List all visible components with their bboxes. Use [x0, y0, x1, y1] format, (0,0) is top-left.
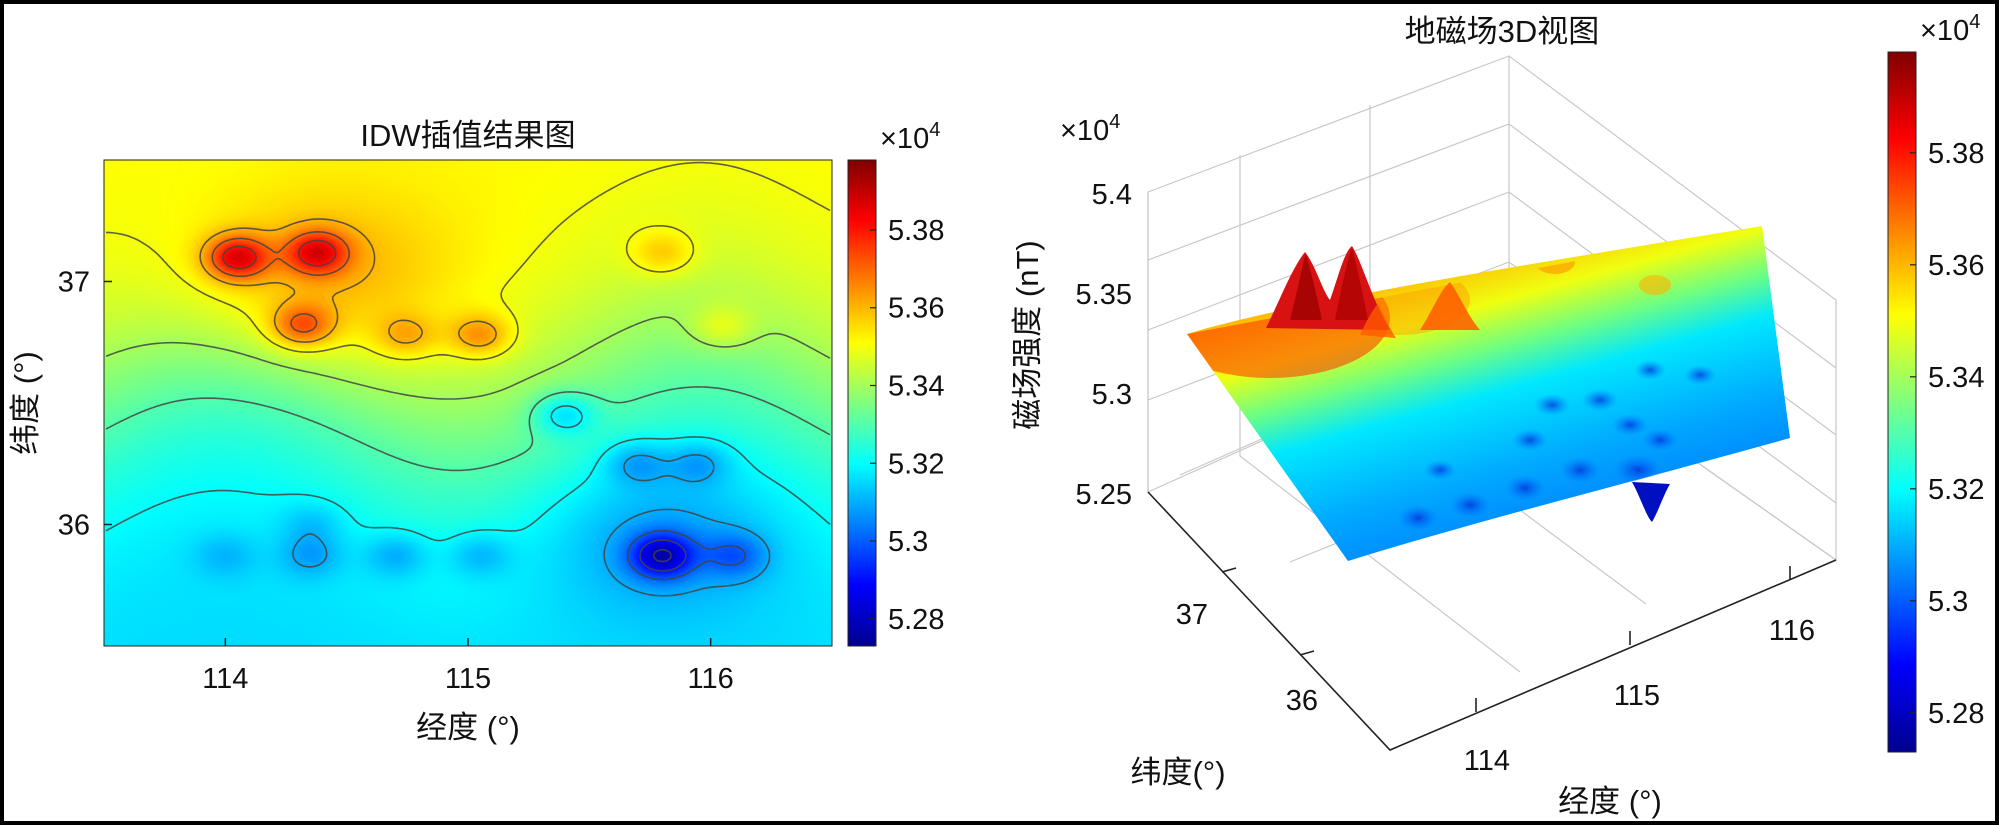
surface-x-tick-label: 114	[1464, 745, 1510, 777]
colorbar-tick-label: 5.32	[888, 448, 944, 480]
surface-title: 地磁场3D视图	[1405, 14, 1600, 49]
surface-ticks	[1221, 566, 1791, 712]
surface-x-tick-label: 115	[1614, 680, 1660, 712]
x-tick-label: 116	[688, 663, 734, 695]
contour-line	[222, 239, 337, 270]
contour-line	[292, 454, 771, 597]
surface-panel: 地磁场3D视图	[1010, 11, 1984, 819]
contour-line	[199, 218, 497, 347]
idw-title: IDW插值结果图	[360, 118, 575, 153]
surface-z-multiplier: ×104	[1060, 111, 1120, 147]
contour-line	[105, 316, 831, 400]
contour-line	[105, 405, 831, 542]
x-axis-label: 经度 (°)	[416, 710, 520, 745]
colorbar-tick-label: 5.34	[1928, 362, 1984, 394]
surface-x-tick-labels: 114 115 116	[1464, 615, 1815, 777]
surface-z-tick-label: 5.4	[1092, 179, 1132, 211]
axis-lines	[1147, 491, 1837, 751]
y-axis-label: 纬度 (°)	[8, 351, 43, 455]
colorbar-tick-label: 5.32	[1928, 474, 1984, 506]
colorbar-right	[1887, 51, 1917, 753]
surface-y-tick-label: 36	[1286, 685, 1318, 717]
x-tick-label: 114	[202, 663, 248, 695]
contour-line	[105, 386, 831, 472]
surface-mesh	[1187, 226, 1790, 561]
colorbar-left-multiplier: ×104	[880, 119, 940, 155]
surface-y-tick-label: 37	[1176, 599, 1208, 631]
surface-z-label: 磁场强度 (nT)	[1010, 240, 1045, 429]
surface-z-tick-labels: 5.25 5.3 5.35 5.4	[1076, 179, 1132, 511]
colorbar-right-multiplier: ×104	[1920, 11, 1980, 47]
y-tick-label: 36	[58, 510, 90, 542]
idw-panel: IDW插值结果图 114 115 116 36 37 经度 (°) 纬度 (°) 5.…	[8, 118, 944, 745]
surface-x-tick-label: 116	[1769, 615, 1815, 647]
surface-z-tick-label: 5.25	[1076, 479, 1132, 511]
colorbar-tick-label: 5.36	[1928, 250, 1984, 282]
idw-heatmap-image	[104, 160, 832, 646]
colorbar-tick-label: 5.3	[888, 526, 928, 558]
surface-x-label: 经度 (°)	[1558, 784, 1662, 819]
x-tick-label: 115	[445, 663, 491, 695]
colorbar-tick-label: 5.3	[1928, 586, 1968, 618]
contour-line	[105, 161, 831, 361]
colorbar-tick-label: 5.34	[888, 371, 944, 403]
surface-z-tick-label: 5.35	[1076, 279, 1132, 311]
contour-line	[626, 530, 747, 581]
colorbar-tick-label: 5.28	[1928, 698, 1984, 730]
colorbar-left	[847, 159, 877, 647]
y-tick-label: 37	[58, 267, 90, 299]
colorbar-tick-label: 5.28	[888, 604, 944, 636]
surface-z-tick-label: 5.3	[1092, 379, 1132, 411]
contour-lines	[105, 161, 831, 597]
colorbar-left-ticks: 5.28 5.3 5.32 5.34 5.36 5.38	[870, 215, 944, 636]
colorbar-tick-label: 5.38	[1928, 138, 1984, 170]
colorbar-right-ticks: 5.28 5.3 5.32 5.34 5.36 5.38	[1910, 138, 1984, 730]
x-axis-ticks: 114 115 116	[202, 638, 734, 695]
surface-y-label: 纬度(°)	[1130, 755, 1225, 790]
surface-y-tick-labels: 36 37	[1176, 599, 1318, 717]
colorbar-tick-label: 5.38	[888, 215, 944, 247]
contour-line	[211, 231, 350, 333]
contour-line	[652, 548, 673, 563]
contour-line	[639, 539, 687, 572]
y-axis-ticks: 36 37	[58, 267, 112, 542]
colorbar-tick-label: 5.36	[888, 293, 944, 325]
